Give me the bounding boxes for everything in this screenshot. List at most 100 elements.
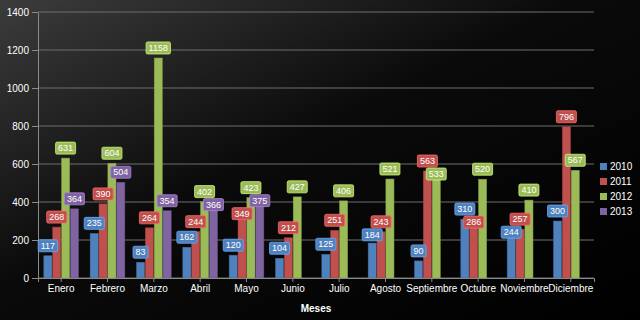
tick-label: Junio: [281, 283, 305, 294]
tick-label: 800: [12, 121, 29, 132]
tick-mark: [385, 278, 386, 282]
tick: Marzo: [140, 278, 168, 294]
data-label-text: 504: [113, 167, 128, 177]
tick-mark: [61, 278, 62, 282]
data-label-box: [334, 185, 354, 197]
tick: 400: [12, 197, 38, 208]
data-label-box: [411, 245, 426, 257]
bar: [340, 201, 348, 278]
data-label: 120: [223, 239, 243, 251]
data-label: 427: [287, 181, 307, 193]
data-label-text: 354: [160, 196, 175, 206]
data-label-box: [47, 211, 67, 223]
data-label: 521: [380, 163, 400, 175]
data-label-text: 390: [96, 189, 111, 199]
data-label-text: 244: [504, 227, 519, 237]
tick-mark: [524, 278, 525, 282]
data-label-box: [510, 213, 530, 225]
legend-swatch: [600, 163, 607, 170]
data-label-text: 243: [374, 217, 389, 227]
data-label-box: [417, 155, 437, 167]
data-label-text: 162: [179, 232, 194, 242]
grid-line: [38, 50, 594, 51]
data-label-text: 244: [188, 217, 203, 227]
data-label: 300: [548, 205, 568, 217]
data-label-text: 366: [206, 200, 221, 210]
data-label-box: [195, 186, 215, 198]
series: [62, 58, 580, 278]
data-label-box: [102, 147, 122, 159]
data-label-box: [455, 203, 475, 215]
data-label-text: 268: [49, 212, 64, 222]
data-label: 243: [371, 216, 391, 228]
data-label-text: 251: [327, 215, 342, 225]
data-label-text: 427: [290, 182, 305, 192]
data-label-text: 567: [568, 155, 583, 165]
data-label-text: 184: [365, 230, 380, 240]
data-label: 631: [56, 142, 76, 154]
tick-label: Diciembre: [548, 283, 593, 294]
grid-line: [38, 164, 594, 165]
background: [0, 0, 640, 320]
data-label: 604: [102, 147, 122, 159]
data-label-text: 300: [550, 206, 565, 216]
bar: [562, 127, 570, 278]
tick-label: Agosto: [370, 283, 402, 294]
legend: 2010201120122013: [600, 161, 633, 217]
data-label: 520: [473, 163, 493, 175]
bar: [90, 233, 98, 278]
data-label-text: 604: [104, 148, 119, 158]
data-label-box: [203, 199, 223, 211]
data-label: 257: [510, 213, 530, 225]
data-label-box: [426, 168, 446, 180]
data-label-text: 125: [318, 239, 333, 249]
tick: 800: [12, 121, 38, 132]
tick: Abril: [190, 278, 210, 294]
data-label-text: 83: [136, 247, 146, 257]
data-label: 244: [186, 216, 206, 228]
tick-label: 200: [12, 235, 29, 246]
data-label: 212: [278, 222, 298, 234]
tick: Mayo: [234, 278, 259, 294]
bar: [322, 254, 330, 278]
bar: [571, 170, 579, 278]
tick-mark: [107, 278, 108, 282]
bar: [117, 182, 125, 278]
bar: [386, 179, 394, 278]
tick-label: 400: [12, 197, 29, 208]
data-label: 796: [556, 111, 576, 123]
tick: Julio: [329, 278, 350, 294]
tick: 200: [12, 235, 38, 246]
data-label-box: [177, 231, 197, 243]
data-label-text: 533: [429, 169, 444, 179]
bar: [183, 247, 191, 278]
data-label-box: [270, 242, 290, 254]
data-label-text: 1158: [149, 43, 168, 53]
data-label-text: 212: [281, 223, 296, 233]
data-label-text: 796: [559, 112, 574, 122]
data-label-box: [362, 229, 382, 241]
data-label-box: [186, 216, 206, 228]
tick: 600: [12, 159, 38, 170]
data-label-text: 375: [252, 196, 267, 206]
data-label-box: [232, 208, 252, 220]
bar: [209, 208, 217, 278]
data-label: 251: [325, 214, 345, 226]
tick-mark: [32, 126, 38, 127]
data-label: 354: [157, 195, 177, 207]
bar: [70, 209, 78, 278]
data-label: 406: [334, 185, 354, 197]
tick: Septiembre: [406, 278, 458, 294]
axis-line: [39, 279, 595, 283]
data-label: 310: [455, 203, 475, 215]
bar: [201, 202, 209, 278]
tick-mark: [478, 278, 479, 282]
tick-label: 600: [12, 159, 29, 170]
series: [70, 182, 263, 278]
data-label-box: [56, 142, 76, 154]
tick-mark: [32, 164, 38, 165]
data-label: 83: [133, 246, 148, 258]
tick: Febrero: [90, 278, 125, 294]
bar: [507, 232, 515, 278]
data-label: 402: [195, 186, 215, 198]
